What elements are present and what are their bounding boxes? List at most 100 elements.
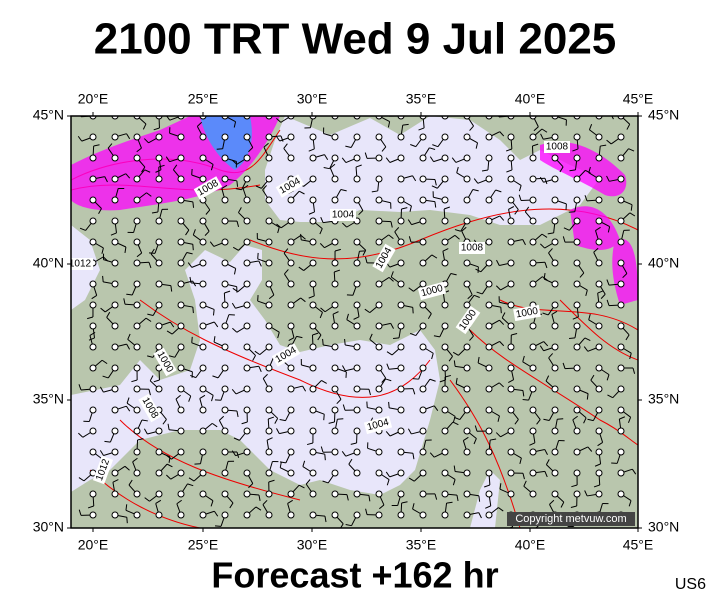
station <box>507 469 515 477</box>
wind-barb-flag <box>386 351 393 356</box>
station <box>243 133 251 141</box>
station <box>353 196 361 204</box>
station <box>177 511 185 519</box>
wind-barb-flag <box>478 512 482 519</box>
wind-barb-flag <box>432 144 439 148</box>
station <box>221 343 229 351</box>
station <box>463 469 471 477</box>
wind-barb-flag <box>429 147 436 150</box>
station <box>353 238 361 246</box>
wind-barb-flag <box>365 508 368 515</box>
station <box>551 427 559 435</box>
station <box>375 217 383 225</box>
precipitation-east <box>540 141 627 197</box>
wind-barb-flag <box>514 419 519 425</box>
wind-barb-flag <box>533 126 539 132</box>
station <box>221 490 229 498</box>
station <box>243 448 251 456</box>
wind-barb-flag <box>629 353 632 360</box>
station <box>573 196 581 204</box>
station <box>397 322 405 330</box>
wind-barb-flag <box>477 356 480 364</box>
station <box>529 154 537 162</box>
station <box>551 490 559 498</box>
wind-barb-flag <box>141 166 146 173</box>
wind-barb-flag <box>232 159 238 165</box>
wind-barb-flag <box>364 308 371 314</box>
wind-barb-flag <box>518 185 522 192</box>
wind-barb-flag <box>346 494 349 501</box>
station <box>199 448 207 456</box>
isobar-label-bg <box>459 242 485 254</box>
isobar-label-bg <box>544 141 570 153</box>
station <box>507 364 515 372</box>
station <box>111 427 119 435</box>
wind-barb-flag <box>409 205 412 212</box>
wind-barb-flag <box>579 272 585 278</box>
wind-barb-flag <box>443 206 450 210</box>
station <box>573 217 581 225</box>
station <box>331 448 339 456</box>
station <box>331 259 339 267</box>
station <box>133 175 141 183</box>
wind-barb-flag <box>319 228 323 235</box>
wind-barb-flag <box>412 378 419 380</box>
station <box>463 511 471 519</box>
wind-barb-flag <box>151 211 159 214</box>
wind-barb-flag <box>571 484 578 488</box>
wind-barb-flag <box>166 330 173 335</box>
wind-barb-flag <box>190 110 191 116</box>
station <box>485 343 493 351</box>
station <box>441 301 449 309</box>
wind-barb-flag <box>100 307 106 313</box>
station <box>265 511 273 519</box>
station <box>177 133 185 141</box>
wind-barb-flag <box>408 287 414 292</box>
station <box>419 406 427 414</box>
station <box>485 385 493 393</box>
station <box>441 448 449 456</box>
lon-label-top: 40°E <box>515 91 546 107</box>
station <box>419 154 427 162</box>
isobar-label-text: 1000 <box>515 306 539 321</box>
station <box>617 301 625 309</box>
wind-barb-flag <box>101 247 104 254</box>
wind-barb-flag <box>258 260 262 267</box>
station <box>485 196 493 204</box>
station <box>507 196 515 204</box>
station <box>529 280 537 288</box>
wind-barb-flag <box>78 477 85 482</box>
wind-barb-flag <box>587 446 593 452</box>
isobar-label-text: 1012 <box>69 259 92 270</box>
black-sea <box>265 116 600 225</box>
wind-barb-flag <box>452 479 456 486</box>
wind-barb-flag <box>263 142 269 148</box>
wind-barb-flag <box>378 504 385 510</box>
wind-barb-flag <box>387 121 391 128</box>
station <box>89 133 97 141</box>
station <box>551 406 559 414</box>
station <box>463 448 471 456</box>
wind-barb-flag <box>381 377 387 383</box>
station <box>287 196 295 204</box>
wind-barb-flag <box>569 169 576 172</box>
station <box>177 427 185 435</box>
station <box>595 322 603 330</box>
station <box>375 280 383 288</box>
station <box>177 301 185 309</box>
wind-barb-flag <box>302 385 307 392</box>
station <box>265 490 273 498</box>
station <box>397 301 405 309</box>
station <box>331 511 339 519</box>
station <box>529 133 537 141</box>
station <box>155 469 163 477</box>
wind-barb-flag <box>126 517 128 524</box>
station <box>155 343 163 351</box>
isobar-label: 1004 <box>363 415 393 435</box>
station <box>441 406 449 414</box>
wind-barb-flag <box>188 477 195 482</box>
isobar-label: 1012 <box>69 258 93 270</box>
station <box>243 364 251 372</box>
wind-barb-flag <box>107 143 113 149</box>
